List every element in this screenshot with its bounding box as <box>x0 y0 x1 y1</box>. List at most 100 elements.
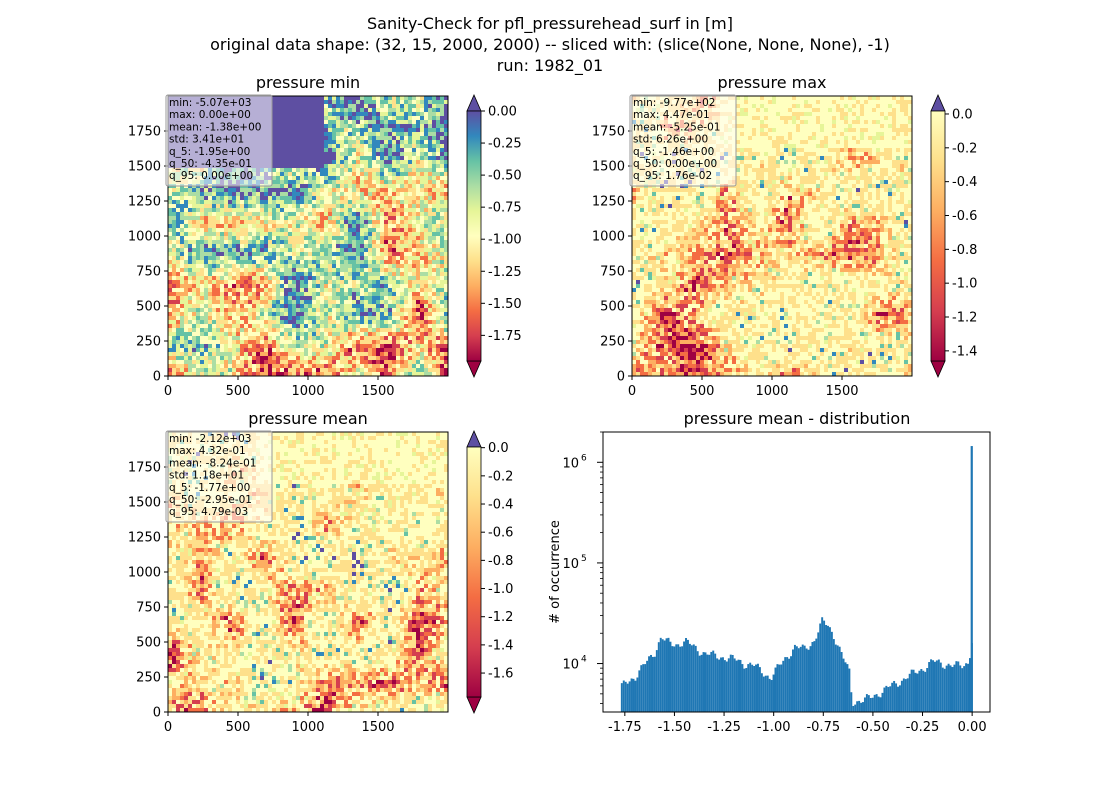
colorbar-extend-bottom <box>930 360 946 378</box>
histogram-bar <box>632 678 635 712</box>
stats-line: std: 3.41e+01 <box>169 134 244 146</box>
histogram-bar <box>949 665 952 712</box>
histogram-bar <box>764 675 767 712</box>
histogram-bar <box>622 680 625 712</box>
histogram-bar <box>745 668 748 712</box>
stats-line: max: 4.32e-01 <box>169 445 246 457</box>
histogram-bar <box>840 652 843 712</box>
histogram-bar <box>904 679 907 712</box>
histogram-bar <box>700 654 703 712</box>
histogram-bar <box>640 665 643 712</box>
figure-title-line-2: original data shape: (32, 15, 2000, 2000… <box>210 35 890 54</box>
histogram-bar <box>941 667 944 712</box>
histogram-bar <box>819 623 822 712</box>
histogram-bar <box>906 678 909 712</box>
histogram-bar <box>844 662 847 712</box>
histogram-bar <box>679 646 682 712</box>
stats-box-bg <box>165 430 273 523</box>
y-tick-label: 750 <box>600 265 625 280</box>
colorbar: 0.0 -0.2 -0.4 -0.6 -0.8 -1.0 -1.2 -1.4 -1.6 <box>466 430 513 714</box>
colorbar-tick-label: -1.00 <box>488 233 522 248</box>
panel-title: pressure min <box>256 73 360 92</box>
stats-line: std: 1.18e+01 <box>169 470 244 482</box>
histogram-bar <box>830 631 833 712</box>
y-tick-label: 250 <box>136 671 161 686</box>
histogram-bar <box>630 678 633 712</box>
colorbar-tick-label: -1.4 <box>488 638 513 653</box>
y-tick-label: 1000 <box>128 566 161 581</box>
colorbar-tick-label: -1.4 <box>952 344 977 359</box>
histogram-bar <box>953 664 956 712</box>
histogram-bars <box>620 446 973 712</box>
histogram-bar <box>723 660 726 712</box>
histogram-bar <box>893 680 896 712</box>
y-axis: 0 250 500 750 1000 1250 1500 1750 <box>592 125 632 385</box>
stats-line: q_95: 1.76e-02 <box>633 170 712 182</box>
histogram-bar <box>836 645 839 712</box>
histogram-bar <box>648 656 651 712</box>
histogram-bar <box>714 653 717 712</box>
stats-line: q_50: -2.95e-01 <box>169 494 252 506</box>
histogram-bar <box>712 650 715 712</box>
stats-line: q_95: 4.79e-03 <box>169 506 248 518</box>
x-axis: 0 500 1000 1500 <box>164 712 395 735</box>
panel-title: pressure mean <box>248 409 368 428</box>
stats-line: q_50: 0.00e+00 <box>633 158 717 170</box>
histogram-bar <box>897 686 899 712</box>
x-tick-label: -0.25 <box>906 720 940 735</box>
histogram-bar <box>634 680 637 712</box>
histogram-bar <box>720 657 722 712</box>
y-tick-label: 1500 <box>128 496 161 511</box>
histogram-bar <box>828 627 831 712</box>
stats-line: q_5: -1.46e+00 <box>633 146 714 158</box>
histogram-bar <box>704 652 707 712</box>
histogram-bar <box>877 696 880 712</box>
colorbar: 0.00 -0.25 -0.50 -0.75 -1.00 -1.25 -1.50 -1.75 <box>466 94 522 378</box>
y-tick-label: 1250 <box>592 195 625 210</box>
histogram-bar <box>871 697 874 712</box>
histogram-bar <box>834 644 837 712</box>
histogram-bar <box>793 644 796 712</box>
histogram-bar <box>951 667 954 712</box>
histogram-bar <box>920 669 923 712</box>
colorbar-tick-label: 0.0 <box>952 107 973 122</box>
histogram-bar <box>651 656 654 712</box>
histogram-bar <box>811 641 814 712</box>
histogram-bar <box>757 663 759 712</box>
histogram-bar <box>655 650 658 712</box>
histogram-bar <box>807 649 810 712</box>
histogram-bar <box>821 617 824 712</box>
stats-line: min: -9.77e+02 <box>633 97 715 109</box>
histogram-bar <box>762 676 765 712</box>
y-tick-label: 0 <box>153 370 161 385</box>
x-tick-label: 500 <box>690 384 715 399</box>
y-tick-label: 750 <box>136 265 161 280</box>
colorbar-tick-label: -0.8 <box>488 554 513 569</box>
colorbar-tick-label: -1.75 <box>488 329 522 344</box>
histogram-bar <box>650 654 652 712</box>
panel-title: pressure mean - distribution <box>684 409 911 428</box>
y-tick-label: 250 <box>600 335 625 350</box>
histogram-bar <box>686 639 689 712</box>
histogram-bar <box>832 639 835 712</box>
y-tick-label: 500 <box>136 636 161 651</box>
histogram-bar <box>879 697 882 712</box>
histogram-bar <box>725 661 728 712</box>
y-tick-label: 1750 <box>592 125 625 140</box>
histogram-bar <box>739 659 742 712</box>
histogram-bar <box>677 644 680 712</box>
x-tick-label: 500 <box>226 720 251 735</box>
histogram-bar <box>657 642 660 712</box>
histogram-bar <box>970 446 973 712</box>
histogram-bar <box>620 683 623 712</box>
histogram-bar <box>675 644 678 712</box>
colorbar-tick-label: -0.75 <box>488 201 522 216</box>
heatmap-image <box>168 96 449 377</box>
x-tick-label: -1.25 <box>707 720 741 735</box>
histogram-bar <box>710 651 713 712</box>
histogram-bar <box>805 648 808 712</box>
histogram-bar <box>706 654 709 712</box>
histogram-bar <box>862 702 864 712</box>
